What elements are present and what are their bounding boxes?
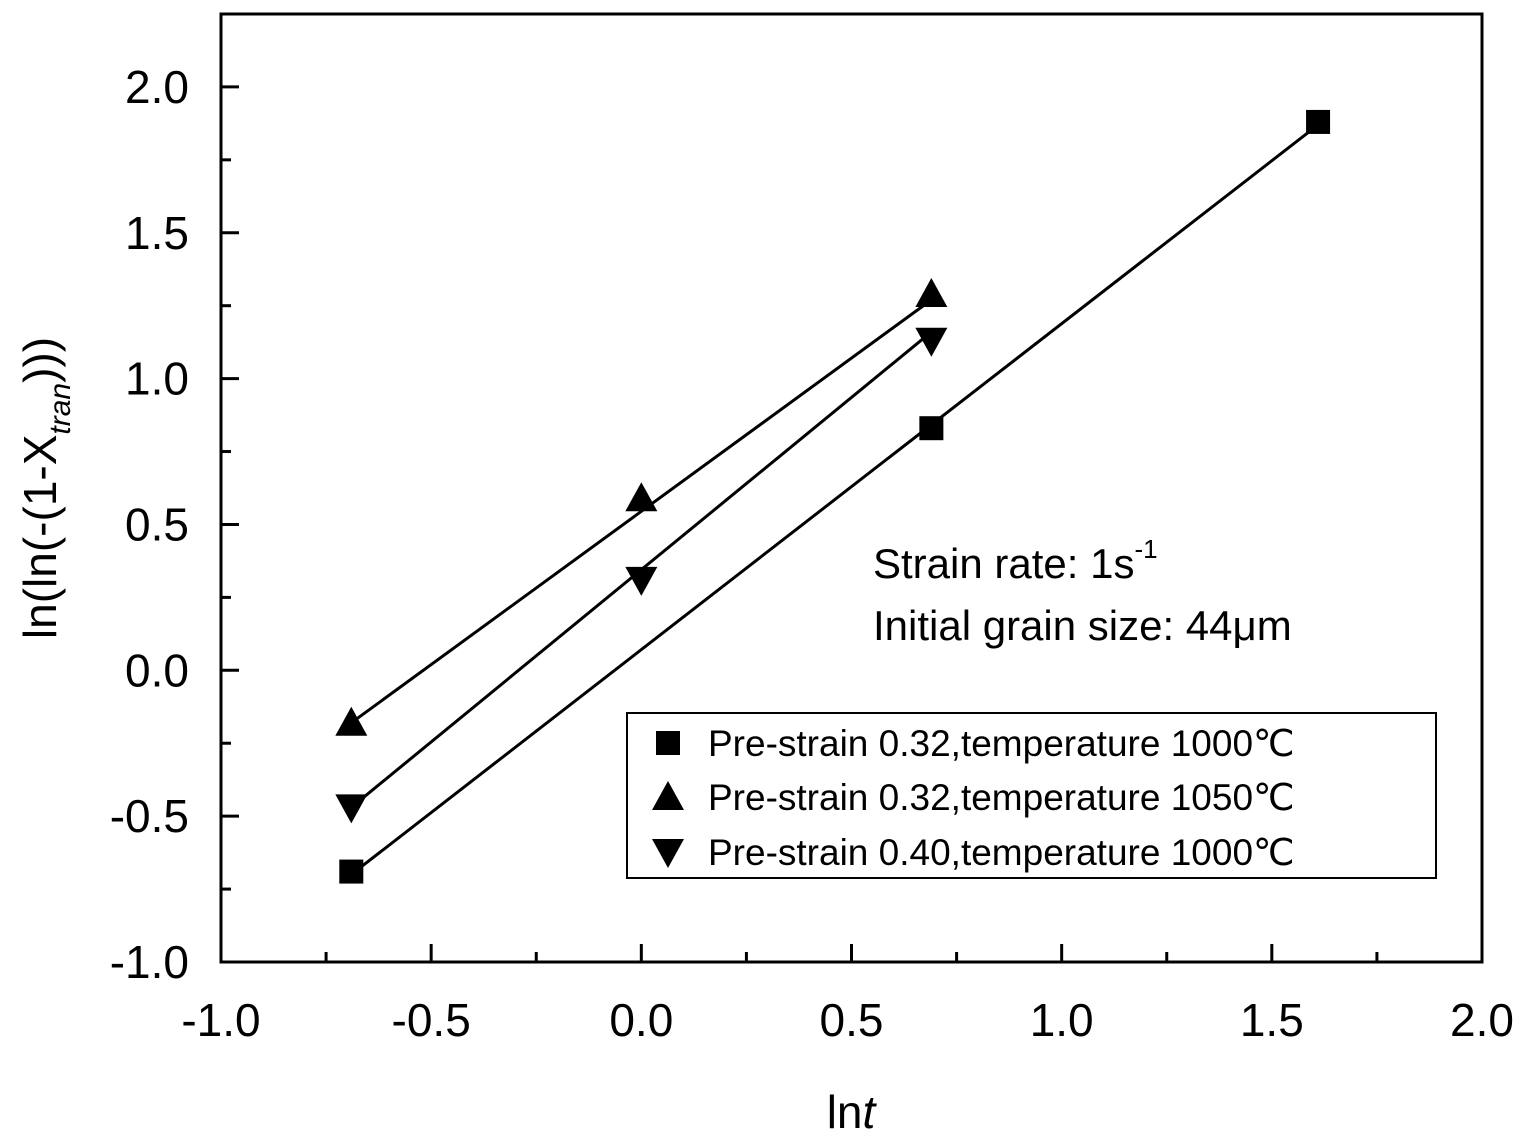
x-tick-label: 1.0	[1030, 994, 1094, 1046]
y-tick-label: -0.5	[110, 790, 189, 842]
x-tick-label: 1.5	[1240, 994, 1304, 1046]
fit-line-2	[350, 298, 933, 725]
y-tick-label: -1.0	[110, 936, 189, 988]
grain-size-annotation: Initial grain size: 44μm	[873, 602, 1292, 649]
fit-line-1	[350, 123, 1319, 876]
data-point-series-2	[335, 706, 368, 736]
x-axis-title: lnt	[827, 1086, 878, 1138]
data-point-series-2	[625, 482, 658, 512]
strain-rate-annotation: Strain rate: 1s-1	[873, 534, 1158, 587]
legend-label-3: Pre-strain 0.40,temperature 1000℃	[708, 832, 1295, 873]
x-tick-label: 0.0	[609, 994, 673, 1046]
x-tick-label: 2.0	[1450, 994, 1514, 1046]
legend-marker-1	[656, 731, 680, 755]
x-tick-label: 0.5	[820, 994, 884, 1046]
y-tick-label: 0.0	[125, 644, 189, 696]
legend-label-1: Pre-strain 0.32,temperature 1000℃	[708, 723, 1295, 764]
axis-ticks: -1.0 -0.5 0.0 0.5 1.0 1.5 2.0 -1.0 -0.5 0.0 0.5 1.0…	[110, 12, 1514, 1046]
y-axis-title: ln(ln(-(1-Xtran)))	[14, 337, 77, 639]
data-markers	[335, 109, 1331, 884]
x-tick-label: -0.5	[392, 994, 471, 1046]
y-tick-label: 0.5	[125, 498, 189, 550]
data-point-series-3	[335, 794, 368, 824]
legend-box	[626, 712, 1437, 879]
data-point-series-1	[919, 416, 944, 441]
x-tick-label: -1.0	[181, 994, 260, 1046]
y-tick-label: 1.0	[125, 353, 189, 405]
data-point-series-3	[625, 566, 658, 596]
legend-marker-2	[652, 781, 684, 810]
data-point-series-3	[915, 327, 948, 357]
data-point-series-1	[1306, 109, 1331, 134]
data-point-series-2	[915, 278, 948, 308]
y-tick-label: 1.5	[125, 207, 189, 259]
legend-marker-3	[652, 839, 684, 868]
y-tick-label: 2.0	[125, 61, 189, 113]
data-point-series-1	[339, 859, 364, 884]
legend-label-2: Pre-strain 0.32,temperature 1050℃	[708, 777, 1295, 818]
legend: Pre-strain 0.32,temperature 1000℃ Pre-str…	[626, 712, 1437, 879]
